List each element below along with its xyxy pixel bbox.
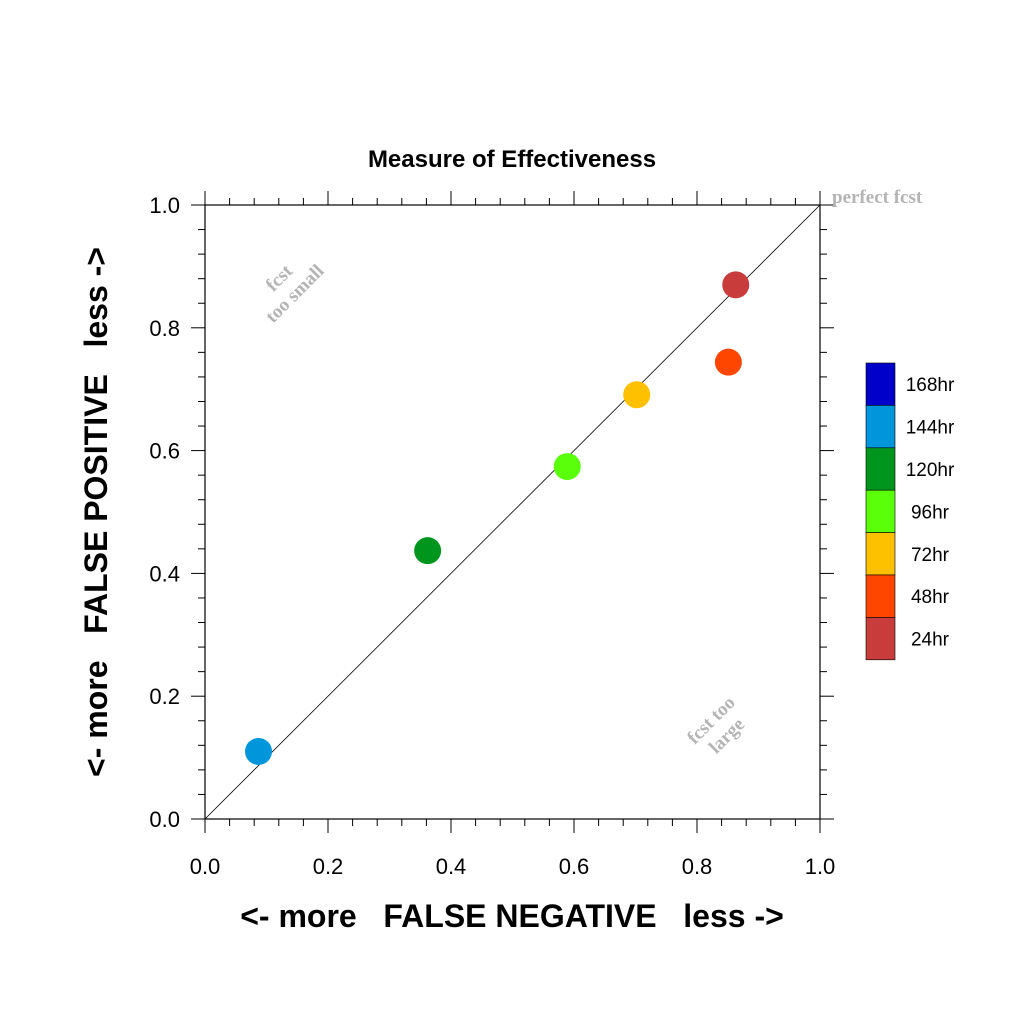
legend-label-168hr: 168hr <box>906 375 955 396</box>
x-tick-label: 0.4 <box>436 854 467 879</box>
x-tick-label: 0.8 <box>682 854 713 879</box>
legend-label-72hr: 72hr <box>911 545 950 566</box>
data-point-48hr <box>714 348 742 376</box>
legend-label-24hr: 24hr <box>911 630 950 651</box>
data-point-144hr <box>245 737 273 765</box>
y-tick-label: 0.4 <box>149 561 180 586</box>
legend-swatch-72hr <box>865 532 896 576</box>
diagonal-reference-line <box>204 204 821 820</box>
x-tick-label: 0.2 <box>313 854 344 879</box>
perfect-forecast-label: perfect fcst <box>832 187 923 208</box>
y-tick-label: 0.8 <box>149 316 180 341</box>
too-large-annotation: fcst too large <box>683 692 749 758</box>
legend-label-96hr: 96hr <box>911 502 950 523</box>
y-tick-label: 0.0 <box>149 807 180 832</box>
data-point-24hr <box>722 271 750 299</box>
axes: 0.0 0.2 0.4 0.6 0.8 1.0 0.0 0.2 0.4 0.6 0.8 1.0 <box>149 191 835 879</box>
x-tick-label: 1.0 <box>805 854 836 879</box>
legend-swatch-24hr <box>865 617 896 661</box>
legend-swatch-144hr <box>865 405 896 449</box>
y-tick-label: 0.6 <box>149 439 180 464</box>
legend-label-48hr: 48hr <box>911 587 950 608</box>
y-tick-label: 1.0 <box>149 193 180 218</box>
legend-label-120hr: 120hr <box>906 460 955 481</box>
y-axis-title: <- more FALSE POSITIVE less -> <box>78 247 114 777</box>
data-point-72hr <box>623 381 651 409</box>
legend-swatch-96hr <box>865 489 896 533</box>
legend-label-144hr: 144hr <box>906 418 955 439</box>
x-axis-title: <- more FALSE NEGATIVE less -> <box>240 898 784 934</box>
legend-swatch-168hr <box>865 362 896 406</box>
x-tick-label: 0.6 <box>559 854 590 879</box>
data-point-120hr <box>414 537 442 565</box>
legend-swatch-48hr <box>865 574 896 618</box>
plot-frame <box>204 204 821 820</box>
data-point-96hr <box>553 453 581 481</box>
x-tick-label: 0.0 <box>190 854 221 879</box>
legend: 168hr 144hr 120hr 96hr 72hr 48hr 24hr <box>865 362 955 661</box>
data-points <box>245 271 750 765</box>
too-small-annotation: fcst too small <box>262 260 329 327</box>
legend-swatch-120hr <box>865 447 896 491</box>
y-tick-label: 0.2 <box>149 684 180 709</box>
chart-title: Measure of Effectiveness <box>368 146 656 173</box>
